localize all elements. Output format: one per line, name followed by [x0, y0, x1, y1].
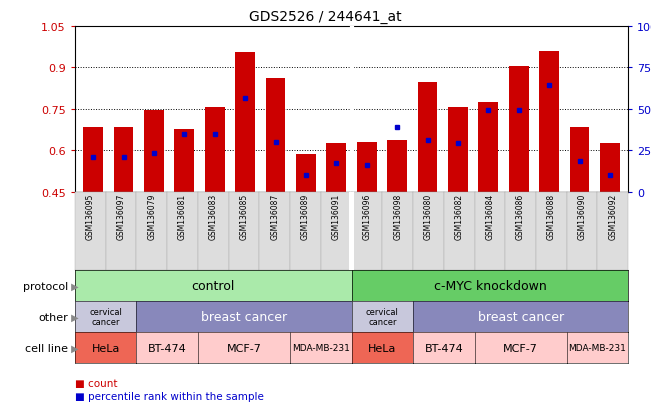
Bar: [83, 127, 103, 192]
Bar: [174, 130, 194, 192]
Text: control: control: [191, 280, 235, 292]
Text: GDS2526 / 244641_at: GDS2526 / 244641_at: [249, 10, 402, 24]
Text: GSM136080: GSM136080: [424, 194, 433, 240]
Bar: [600, 144, 620, 192]
Text: GSM136098: GSM136098: [393, 194, 402, 240]
Bar: [570, 127, 589, 192]
Text: GSM136081: GSM136081: [178, 194, 187, 240]
Bar: [296, 155, 316, 192]
Text: ■ percentile rank within the sample: ■ percentile rank within the sample: [75, 391, 264, 401]
Bar: [357, 142, 377, 192]
Text: GSM136088: GSM136088: [547, 194, 556, 240]
Text: ▶: ▶: [68, 312, 79, 322]
Bar: [509, 67, 529, 192]
Text: ▶: ▶: [68, 343, 79, 353]
Text: HeLa: HeLa: [91, 343, 120, 353]
Text: MDA-MB-231: MDA-MB-231: [292, 344, 350, 352]
Text: protocol: protocol: [23, 281, 68, 291]
Text: GSM136084: GSM136084: [486, 194, 494, 240]
Text: MCF-7: MCF-7: [227, 343, 262, 353]
Text: GSM136097: GSM136097: [117, 194, 126, 240]
Bar: [539, 52, 559, 192]
Bar: [266, 79, 285, 192]
Text: MDA-MB-231: MDA-MB-231: [568, 344, 626, 352]
Text: breast cancer: breast cancer: [478, 311, 564, 323]
Bar: [326, 144, 346, 192]
Text: cervical
cancer: cervical cancer: [89, 307, 122, 327]
Text: GSM136082: GSM136082: [454, 194, 464, 240]
Text: GSM136091: GSM136091: [331, 194, 340, 240]
Bar: [478, 102, 498, 192]
Text: GSM136085: GSM136085: [240, 194, 249, 240]
Text: GSM136092: GSM136092: [608, 194, 617, 240]
Text: GSM136079: GSM136079: [147, 194, 156, 240]
Text: GSM136096: GSM136096: [363, 194, 372, 240]
Bar: [418, 83, 437, 192]
Text: GSM136086: GSM136086: [516, 194, 525, 240]
Text: MCF-7: MCF-7: [503, 343, 538, 353]
Text: ▶: ▶: [68, 281, 79, 291]
Bar: [387, 141, 407, 192]
Text: ■ count: ■ count: [75, 378, 117, 388]
Text: breast cancer: breast cancer: [201, 311, 287, 323]
Text: BT-474: BT-474: [148, 343, 186, 353]
Text: GSM136083: GSM136083: [209, 194, 217, 240]
Text: cervical
cancer: cervical cancer: [366, 307, 398, 327]
Bar: [235, 53, 255, 192]
Text: GSM136095: GSM136095: [86, 194, 95, 240]
Bar: [205, 108, 225, 192]
Text: other: other: [38, 312, 68, 322]
Bar: [144, 111, 164, 192]
Text: GSM136089: GSM136089: [301, 194, 310, 240]
Text: GSM136087: GSM136087: [270, 194, 279, 240]
Bar: [448, 108, 468, 192]
Text: BT-474: BT-474: [424, 343, 463, 353]
Text: c-MYC knockdown: c-MYC knockdown: [434, 280, 546, 292]
Bar: [114, 127, 133, 192]
Text: HeLa: HeLa: [368, 343, 396, 353]
Text: GSM136090: GSM136090: [577, 194, 587, 240]
Text: cell line: cell line: [25, 343, 68, 353]
